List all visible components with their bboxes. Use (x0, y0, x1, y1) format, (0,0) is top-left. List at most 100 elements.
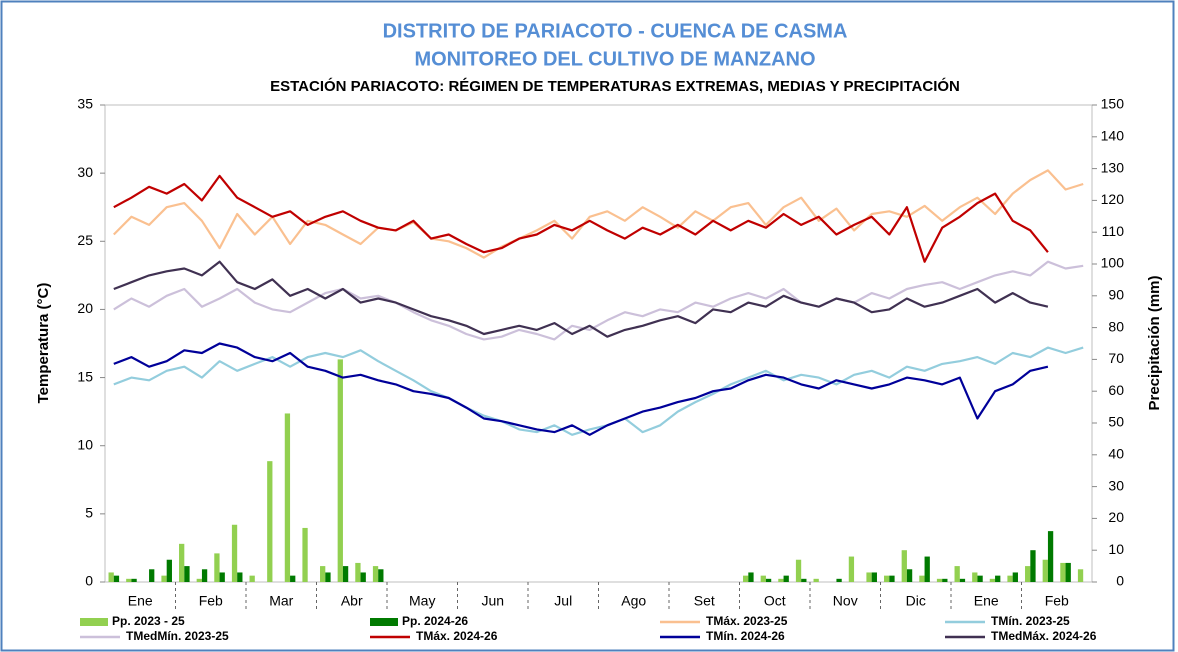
precip-bar (237, 572, 243, 582)
precip-bar (760, 575, 766, 582)
precip-bar (889, 575, 895, 582)
precip-bar (108, 572, 114, 582)
y-tick-label: 30 (77, 164, 93, 180)
x-tick-label: Jun (481, 593, 504, 609)
precip-bar (302, 527, 308, 582)
plot-area (104, 104, 1093, 583)
y-tick-label: 0 (85, 573, 93, 589)
precip-bar (743, 575, 749, 582)
precip-bar (919, 575, 925, 582)
precip-bar (884, 575, 890, 582)
precip-bar (355, 562, 361, 582)
x-tick-label: Oct (764, 593, 786, 609)
precip-bar (936, 578, 943, 582)
temperature-line (113, 174, 1049, 263)
x-tick-label: Set (694, 593, 715, 609)
y2-tick-label: 10 (1108, 541, 1124, 557)
precip-bar (778, 578, 784, 582)
precip-bar (337, 359, 343, 582)
x-tick-label: Nov (833, 593, 858, 609)
precip-bar (977, 575, 983, 582)
y2-tick-label: 30 (1108, 477, 1124, 493)
legend-label: TMín. 2023-25 (991, 614, 1070, 628)
x-tick-label: Ago (621, 593, 646, 609)
precip-bar (1047, 531, 1054, 582)
precip-bar (325, 572, 331, 582)
y2-tick-label: 0 (1116, 573, 1124, 589)
y2-tick-label: 110 (1102, 223, 1125, 239)
x-tick-label: Jul (554, 593, 572, 609)
legend-label: Pp. 2024-26 (402, 614, 468, 628)
precip-bar (126, 578, 132, 582)
precip-bar (1012, 572, 1018, 582)
precip-bar (196, 578, 202, 582)
temperature-line (113, 169, 1084, 259)
precip-bar (901, 550, 907, 582)
precip-bar (1030, 550, 1036, 582)
precip-bar (113, 575, 120, 582)
y2-tick-label: 90 (1108, 287, 1124, 303)
y2-tick-label: 60 (1108, 382, 1124, 398)
precip-bar (972, 572, 978, 582)
precip-bar (290, 575, 296, 582)
precip-bar (1042, 559, 1048, 582)
precip-bar (1060, 562, 1066, 582)
legend-label: TMáx. 2024-26 (416, 629, 498, 643)
x-tick-label: Feb (199, 593, 223, 609)
precip-bar (906, 569, 913, 582)
precip-bar (959, 578, 966, 582)
y2-tick-label: 70 (1108, 350, 1124, 366)
x-tick-label: Ene (974, 593, 999, 609)
precip-bar (320, 566, 326, 582)
legend-swatch (80, 618, 108, 626)
precip-bar (284, 413, 291, 582)
y-tick-label: 20 (77, 300, 93, 316)
precip-bar (871, 572, 877, 582)
y2-tick-label: 20 (1108, 509, 1124, 525)
precip-bar (201, 569, 208, 582)
precip-bar (378, 569, 384, 582)
y2-tick-label: 100 (1101, 255, 1125, 271)
precip-bar (942, 578, 948, 582)
y-axis-label: Temperatura (°C) (35, 283, 52, 404)
x-tick-label: Ene (128, 593, 153, 609)
precip-bar (166, 559, 172, 582)
precip-bar (866, 572, 872, 582)
y2-tick-label: 120 (1101, 191, 1125, 207)
y2-tick-label: 150 (1101, 96, 1125, 112)
y2-tick-label: 80 (1108, 318, 1124, 334)
precip-bar (1025, 566, 1031, 582)
precip-bar (360, 572, 366, 582)
precip-bar (231, 524, 238, 582)
y-tick-label: 35 (77, 96, 93, 112)
y-tick-label: 25 (77, 232, 93, 248)
chart-subtitle: MONITOREO DEL CULTIVO DE MANZANO (414, 48, 815, 70)
precip-bar (184, 566, 190, 582)
legend-label: Pp. 2023 - 25 (112, 614, 185, 628)
chart-heading: ESTACIÓN PARIACOTO: RÉGIMEN DE TEMPERATU… (270, 77, 960, 95)
precip-bar (179, 543, 185, 582)
precip-bar (801, 578, 807, 582)
x-tick-label: Feb (1045, 593, 1069, 609)
precip-bar (249, 575, 255, 582)
precip-bar (995, 575, 1001, 582)
x-tick-label: May (409, 593, 435, 609)
precip-bar (748, 572, 754, 582)
y-tick-label: 10 (77, 436, 93, 452)
precip-bar (813, 578, 819, 582)
precip-bar (989, 578, 996, 582)
precip-bar (795, 559, 802, 582)
precip-bar (219, 572, 225, 582)
precip-bar (267, 461, 273, 582)
y2-tick-label: 130 (1101, 159, 1125, 175)
temperature-line (113, 260, 1049, 338)
precip-bar (924, 556, 930, 582)
y2-tick-label: 140 (1101, 128, 1125, 144)
x-tick-label: Mar (269, 593, 293, 609)
legend-label: TMáx. 2023-25 (706, 614, 788, 628)
y2-tick-label: 50 (1108, 414, 1124, 430)
y2-tick-label: 40 (1108, 446, 1124, 462)
precip-bar (836, 578, 842, 582)
